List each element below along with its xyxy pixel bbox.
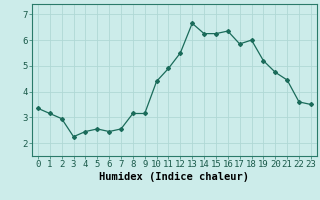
X-axis label: Humidex (Indice chaleur): Humidex (Indice chaleur) (100, 172, 249, 182)
